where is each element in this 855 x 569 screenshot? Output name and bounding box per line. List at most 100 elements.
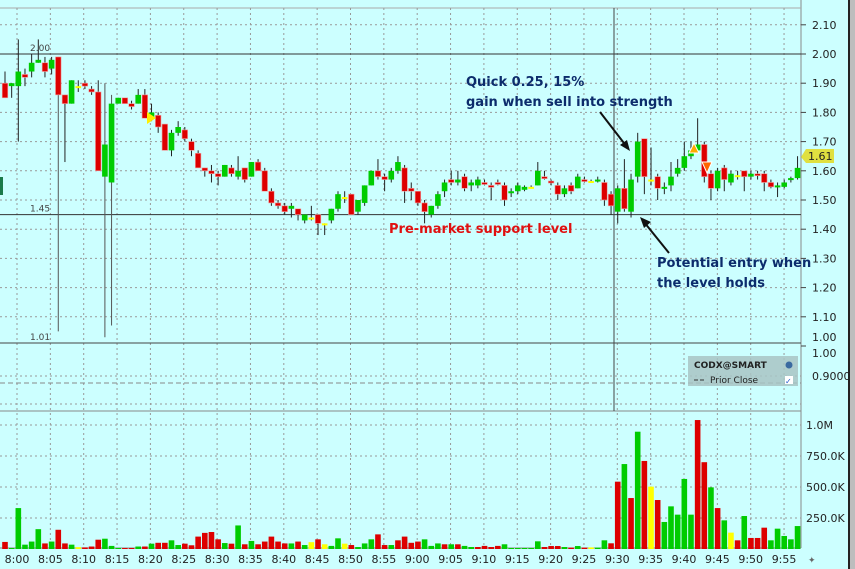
volume-bar <box>68 544 75 549</box>
candle <box>508 188 514 198</box>
volume-bar <box>481 545 488 549</box>
volume-bar <box>368 539 375 549</box>
candle <box>414 190 422 206</box>
candle <box>674 159 681 177</box>
candle-body <box>195 152 202 169</box>
candle <box>75 80 82 92</box>
volume-bar <box>741 516 748 549</box>
volume-bar <box>621 464 628 549</box>
candle <box>395 156 401 174</box>
volume-bar <box>661 521 668 549</box>
price-tick-label: 1.10 <box>812 311 837 324</box>
volume-bar <box>388 545 395 549</box>
volume-bar <box>175 545 181 549</box>
candle-body <box>401 167 408 192</box>
time-tick-label: 8:40 <box>271 553 296 566</box>
candle <box>155 112 162 133</box>
candle <box>261 167 268 192</box>
candle <box>115 97 122 104</box>
candle <box>741 170 748 192</box>
volume-bar <box>115 548 122 549</box>
candle <box>195 150 202 169</box>
candle <box>594 176 601 183</box>
candle-body <box>494 182 501 185</box>
buy-marker-icon[interactable] <box>688 141 700 154</box>
candle-body <box>108 103 115 183</box>
candle <box>21 68 29 87</box>
candle-body <box>654 176 661 189</box>
candle <box>228 164 235 177</box>
candle <box>535 162 541 186</box>
volume-bar <box>521 548 528 549</box>
candle <box>201 167 208 177</box>
candle-body <box>41 62 49 72</box>
candle <box>254 159 262 172</box>
candle <box>781 179 788 189</box>
candle-body <box>215 173 222 177</box>
volume-bar <box>261 541 268 549</box>
axis-labels: 8:00 8:05 8:10 8:15 8:20 8:25 8:30 8:35 8:40 8:45… <box>5 19 851 566</box>
candle <box>401 164 408 203</box>
volume-bar <box>75 547 82 549</box>
volume-bar <box>641 460 648 549</box>
candle-body <box>128 103 135 107</box>
check-icon: ✓ <box>785 377 792 386</box>
candle <box>108 94 115 326</box>
volume-bar <box>694 420 701 549</box>
legend-box[interactable]: CODX@SMART Prior Close ✓ <box>688 356 798 386</box>
candle-body <box>301 214 308 221</box>
candle <box>88 86 95 95</box>
candle <box>574 173 581 189</box>
volume-bar <box>588 547 594 549</box>
candle <box>448 170 455 186</box>
volume-bar <box>668 506 674 549</box>
candle <box>461 173 468 192</box>
volume-bar <box>395 540 401 549</box>
axis-settings-icon[interactable]: ✦ <box>808 556 816 566</box>
candle <box>421 200 428 224</box>
candle-body <box>395 162 401 171</box>
candle <box>301 214 308 224</box>
annotation-entry-line1: Potential entry when <box>657 256 811 271</box>
volume-bar <box>421 539 428 549</box>
time-tick-label: 8:05 <box>38 553 63 566</box>
sell-marker-icon[interactable] <box>701 161 713 175</box>
candle <box>494 179 501 186</box>
candle <box>748 170 754 180</box>
volume-bar <box>341 543 348 549</box>
volume-bar <box>275 541 281 549</box>
volume-bar <box>568 547 574 549</box>
legend-checkbox[interactable] <box>785 376 793 384</box>
candle <box>435 191 441 209</box>
volume-bar <box>108 545 115 549</box>
candle-body <box>707 173 715 189</box>
time-tick-label: 9:50 <box>738 553 763 566</box>
candle <box>548 179 555 186</box>
volume-bar <box>554 546 561 549</box>
candle <box>788 176 794 183</box>
volume-bar <box>681 478 688 549</box>
volume-bar <box>162 542 168 549</box>
candle-body <box>188 141 195 151</box>
candle-body <box>648 179 654 182</box>
volume-bar <box>35 529 42 549</box>
candle <box>188 138 195 157</box>
volume-bar <box>461 545 468 549</box>
price-tick-label: 1.50 <box>812 194 837 207</box>
volume-bar <box>788 539 794 549</box>
volume-bar <box>95 539 102 549</box>
candle-body <box>508 191 514 194</box>
volume-bar <box>321 544 328 549</box>
scrollbar[interactable] <box>849 0 855 569</box>
volume-bar <box>448 544 455 549</box>
candle <box>208 164 215 183</box>
candle-body <box>221 164 228 177</box>
volume-bar <box>594 547 601 549</box>
candle <box>607 191 615 215</box>
volume-bar <box>381 545 388 549</box>
volume-bar <box>794 526 801 549</box>
level-lines[interactable]: 2.00 1.45 1.01 <box>0 44 801 343</box>
volume-bar <box>348 545 355 549</box>
volume-bar <box>501 544 508 549</box>
